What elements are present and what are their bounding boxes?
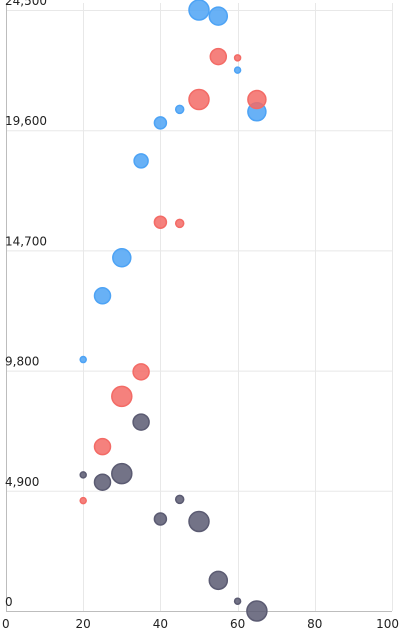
x-tick-label: 0 (2, 617, 10, 631)
bubble-point[interactable] (133, 153, 149, 169)
bubble-point[interactable] (79, 496, 87, 505)
bubble-point[interactable] (246, 600, 268, 622)
bubble-point[interactable] (111, 462, 133, 485)
bubble-point[interactable] (153, 215, 168, 229)
bubble-point[interactable] (153, 512, 168, 526)
bubble-point[interactable] (188, 88, 210, 111)
bubble-point[interactable] (233, 597, 242, 605)
y-tick-label: 9,800 (5, 355, 39, 369)
bubble-point[interactable] (132, 413, 150, 431)
bubble-point[interactable] (209, 47, 228, 66)
bubble-point[interactable] (93, 287, 112, 305)
bubble-point[interactable] (233, 54, 242, 62)
x-tick-label: 40 (153, 617, 168, 631)
y-tick-label: 19,600 (5, 114, 47, 128)
y-tick-label: 14,700 (5, 234, 47, 248)
bubble-point[interactable] (79, 355, 87, 364)
x-tick-label: 20 (76, 617, 91, 631)
bubble-point[interactable] (93, 473, 112, 491)
bubble-point[interactable] (208, 570, 229, 591)
bubble-point[interactable] (132, 363, 150, 381)
bubble-point[interactable] (233, 66, 242, 74)
bubble-point[interactable] (247, 89, 267, 110)
y-tick-label: 24,500 (5, 0, 47, 8)
bubble-point[interactable] (93, 437, 112, 456)
bubble-point[interactable] (174, 218, 185, 229)
bubble-point[interactable] (208, 6, 229, 26)
x-tick-label: 80 (307, 617, 322, 631)
axes (6, 3, 392, 612)
y-tick-label: 0 (5, 595, 13, 609)
bubbles (79, 0, 268, 622)
bubble-point[interactable] (188, 510, 210, 533)
x-tick-label: 60 (230, 617, 245, 631)
y-tick-label: 4,900 (5, 475, 39, 489)
x-tick-label: 100 (376, 617, 399, 631)
bubble-point[interactable] (153, 116, 168, 130)
bubble-point[interactable] (111, 385, 133, 408)
bubble-point[interactable] (112, 248, 132, 268)
bubble-point[interactable] (188, 0, 210, 21)
bubble-point[interactable] (79, 471, 87, 479)
bubble-point[interactable] (174, 104, 185, 115)
bubble-point[interactable] (174, 494, 185, 505)
